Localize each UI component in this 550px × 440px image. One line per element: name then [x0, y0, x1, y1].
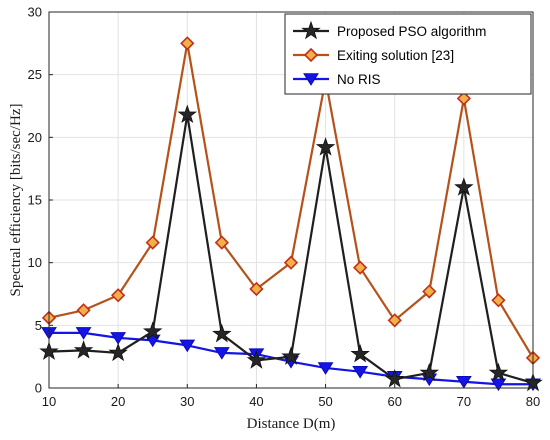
- data-point: [422, 284, 437, 299]
- data-point: [213, 347, 230, 360]
- data-point: [179, 339, 196, 353]
- x-tick-label: 10: [42, 394, 56, 409]
- data-point: [180, 36, 195, 51]
- y-tick-label: 0: [35, 381, 42, 396]
- y-tick-label: 20: [28, 130, 42, 145]
- x-tick-label: 60: [387, 394, 401, 409]
- data-point: [384, 369, 405, 388]
- x-tick-label: 20: [111, 394, 125, 409]
- x-axis-label: Distance D(m): [247, 416, 336, 432]
- data-point: [491, 293, 506, 308]
- series-0: [39, 104, 543, 392]
- data-point: [246, 350, 267, 369]
- data-point: [387, 313, 402, 328]
- legend-marker: [301, 20, 321, 40]
- data-point: [212, 323, 232, 343]
- x-tick-label: 70: [457, 394, 471, 409]
- data-point: [317, 362, 334, 375]
- data-point: [456, 91, 471, 106]
- data-point: [111, 288, 126, 303]
- y-tick-label: 10: [28, 255, 42, 270]
- data-point: [419, 362, 440, 382]
- legend-label: Exiting solution [23]: [337, 48, 454, 63]
- legend-item: Proposed PSO algorithm: [293, 20, 486, 40]
- y-axis-label: Spectral efficiency [bits/sec/Hz]: [8, 104, 24, 297]
- data-point: [353, 260, 368, 275]
- ticks: 10 20 30 40 50 60 70 80 0 5 10 15 20 25 30: [28, 5, 541, 410]
- y-tick-label: 5: [35, 318, 42, 333]
- data-point: [455, 375, 472, 389]
- y-tick-label: 30: [28, 5, 42, 20]
- series-layer: [39, 36, 543, 392]
- data-point: [249, 281, 264, 297]
- legend-label: No RIS: [337, 72, 381, 87]
- data-point: [315, 137, 336, 156]
- legend-marker: [303, 47, 319, 63]
- data-point: [75, 327, 92, 340]
- data-point: [283, 255, 299, 270]
- y-tick-label: 15: [28, 193, 42, 208]
- data-point: [281, 346, 301, 365]
- series-line: [48, 113, 534, 385]
- data-point: [177, 104, 198, 124]
- data-point: [454, 177, 474, 196]
- legend-label: Proposed PSO algorithm: [337, 24, 486, 39]
- data-point: [145, 235, 160, 250]
- data-point: [214, 235, 229, 250]
- legend-item: No RIS: [293, 72, 381, 87]
- legend-marker: [303, 73, 319, 86]
- data-point: [488, 362, 509, 382]
- data-point: [490, 378, 507, 392]
- data-point: [352, 365, 369, 379]
- data-point: [350, 343, 370, 363]
- y-tick-label: 25: [28, 67, 42, 82]
- data-point: [110, 332, 127, 345]
- data-point: [108, 342, 128, 362]
- data-point: [73, 340, 94, 359]
- x-tick-label: 30: [180, 394, 194, 409]
- data-point: [142, 321, 163, 340]
- x-tick-label: 40: [249, 394, 263, 409]
- data-point: [76, 303, 91, 318]
- legend-item: Exiting solution [23]: [293, 47, 454, 63]
- x-tick-label: 80: [526, 394, 540, 409]
- x-tick-label: 50: [318, 394, 332, 409]
- legend: Proposed PSO algorithm Exiting solution […: [284, 13, 532, 95]
